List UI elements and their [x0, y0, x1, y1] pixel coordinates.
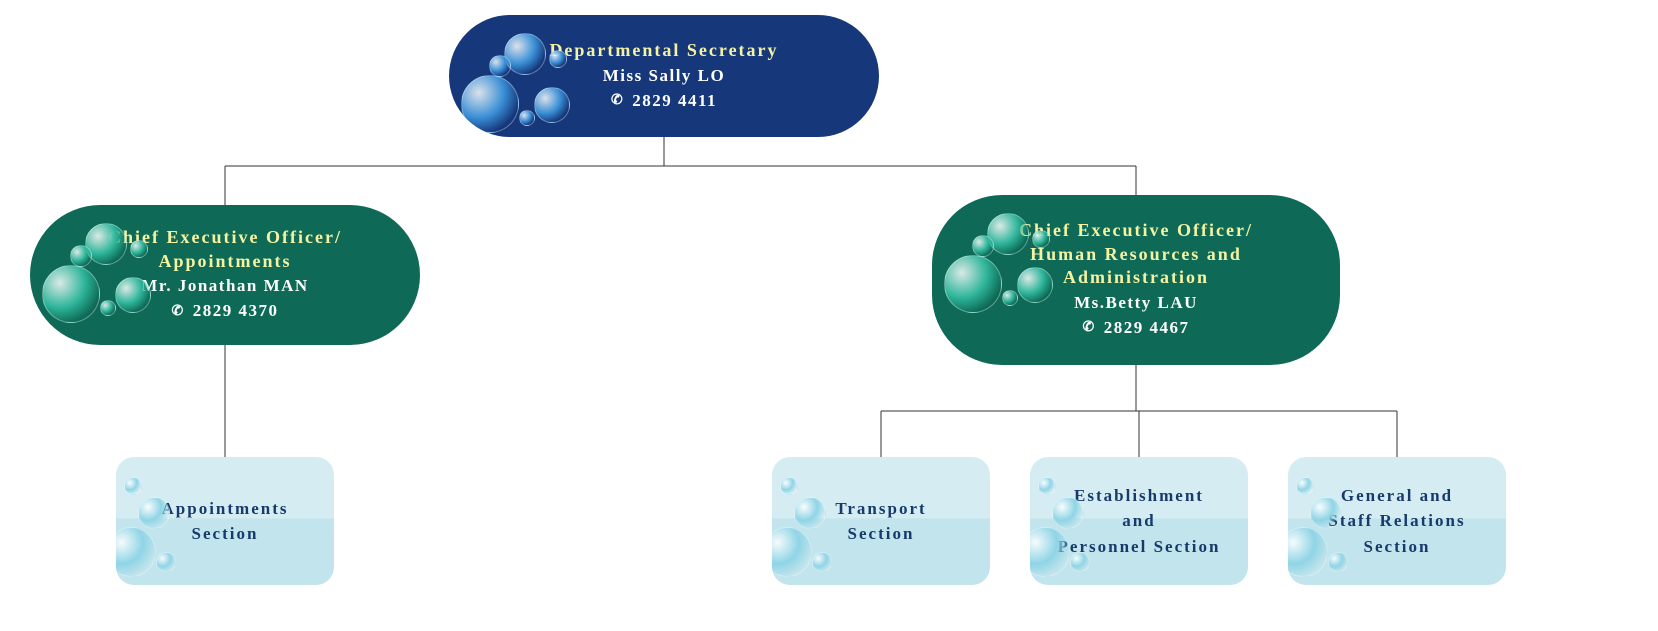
node-departmental-secretary: Departmental Secretary Miss Sally LO ✆ 2… — [449, 15, 879, 137]
node-title: Chief Executive Officer/Appointments — [108, 226, 342, 273]
node-ceo-appointments: Chief Executive Officer/Appointments Mr.… — [30, 205, 420, 345]
phone-icon: ✆ — [611, 90, 624, 111]
node-general-staff-relations-section: General andStaff RelationsSection — [1288, 457, 1506, 585]
node-transport-section: TransportSection — [772, 457, 990, 585]
bubble-decoration — [449, 15, 589, 137]
node-establishment-personnel-section: EstablishmentandPersonnel Section — [1030, 457, 1248, 585]
section-label: General andStaff RelationsSection — [1328, 483, 1465, 560]
node-ceo-hr-admin: Chief Executive Officer/Human Resources … — [932, 195, 1340, 365]
node-phone-number: 2829 4370 — [193, 298, 279, 324]
phone-icon: ✆ — [172, 301, 185, 322]
node-phone-number: 2829 4411 — [632, 88, 717, 114]
phone-icon: ✆ — [1083, 317, 1096, 338]
node-title: Departmental Secretary — [549, 38, 778, 62]
node-appointments-section: AppointmentsSection — [116, 457, 334, 585]
node-title: Chief Executive Officer/Human Resources … — [1019, 219, 1253, 289]
node-person-name: Ms.Betty LAU — [1074, 290, 1198, 316]
node-person-name: Miss Sally LO — [603, 63, 725, 89]
section-label: AppointmentsSection — [162, 496, 289, 547]
node-phone: ✆ 2829 4411 — [611, 88, 717, 114]
node-person-name: Mr. Jonathan MAN — [141, 273, 308, 299]
node-phone: ✆ 2829 4467 — [1083, 315, 1190, 341]
node-phone: ✆ 2829 4370 — [172, 298, 279, 324]
section-label: TransportSection — [835, 496, 926, 547]
node-phone-number: 2829 4467 — [1104, 315, 1190, 341]
section-label: EstablishmentandPersonnel Section — [1058, 483, 1221, 560]
